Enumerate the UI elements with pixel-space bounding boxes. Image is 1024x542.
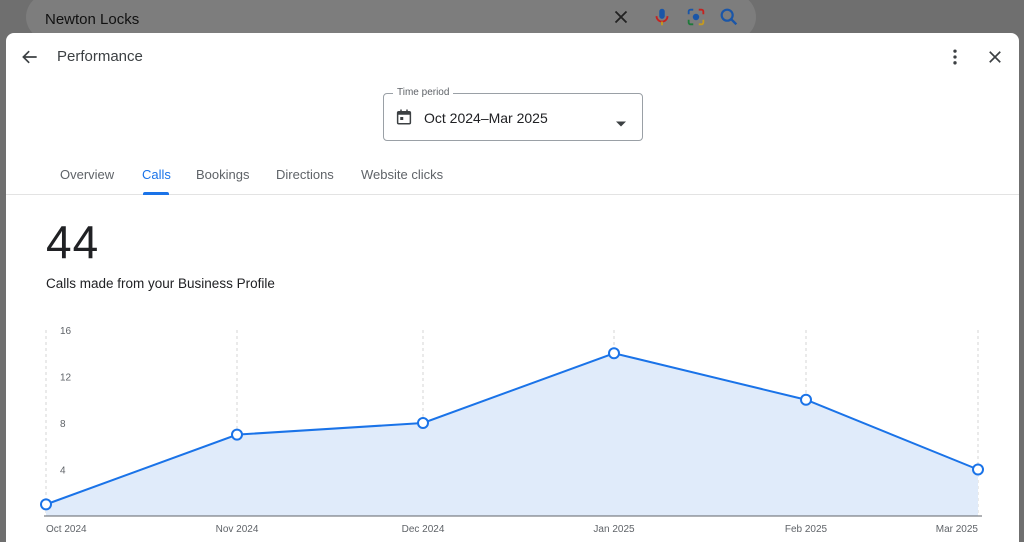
search-icon — [718, 6, 740, 28]
active-tab-indicator — [143, 192, 169, 195]
close-icon — [610, 6, 632, 28]
tab-calls[interactable]: Calls — [142, 167, 171, 182]
data-point-4 — [800, 393, 812, 406]
data-point-1 — [231, 428, 243, 441]
time-period-select[interactable]: Time period Oct 2024–Mar 2025 — [383, 87, 643, 141]
more-vert-icon — [945, 47, 965, 67]
series-line — [45, 352, 979, 506]
x-tick-label-1: Nov 2024 — [216, 524, 259, 535]
close-icon — [986, 48, 1004, 66]
page-title: Performance — [57, 48, 143, 65]
performance-dialog: Performance Time period Oct 2024–Mar 202… — [6, 33, 1019, 542]
mic-icon — [651, 6, 673, 28]
tab-directions[interactable]: Directions — [276, 167, 334, 182]
tab-bar: Overview Calls Bookings Directions Websi… — [6, 161, 1019, 195]
metric-value: 44 — [46, 216, 100, 268]
tab-website-clicks[interactable]: Website clicks — [361, 167, 444, 182]
background-search-query: Newton Locks — [45, 11, 140, 28]
back-arrow-icon — [20, 47, 40, 67]
x-tick-label-0: Oct 2024 — [46, 524, 87, 535]
tab-bookings[interactable]: Bookings — [196, 167, 250, 182]
back-button[interactable] — [14, 41, 46, 73]
time-period-value: Oct 2024–Mar 2025 — [424, 110, 548, 126]
x-tick-label-3: Jan 2025 — [593, 524, 635, 535]
data-point-0 — [40, 498, 52, 511]
y-tick-label-16: 16 — [60, 326, 72, 337]
y-tick-label-4: 4 — [60, 466, 66, 477]
tab-overview[interactable]: Overview — [60, 167, 115, 182]
x-tick-label-2: Dec 2024 — [402, 524, 445, 535]
dropdown-caret-icon — [616, 114, 626, 132]
close-dialog-button[interactable] — [979, 41, 1011, 73]
x-tick-label-5: Mar 2025 — [936, 524, 979, 535]
data-point-2 — [417, 417, 429, 429]
y-tick-label-8: 8 — [60, 419, 66, 430]
lens-icon — [685, 6, 707, 28]
data-point-5 — [972, 463, 984, 476]
x-tick-label-4: Feb 2025 — [785, 524, 828, 535]
metric-description: Calls made from your Business Profile — [46, 276, 275, 291]
area-fill — [46, 353, 978, 516]
y-tick-label-12: 12 — [60, 373, 72, 384]
data-point-3 — [608, 347, 620, 360]
calendar-icon — [395, 108, 413, 131]
time-period-label: Time period — [393, 87, 454, 98]
more-options-button[interactable] — [939, 41, 971, 73]
calls-chart: 4 8 12 16 Oct 2024 Nov 2024 Dec 2024 Jan 2025 Fe… — [40, 326, 984, 535]
